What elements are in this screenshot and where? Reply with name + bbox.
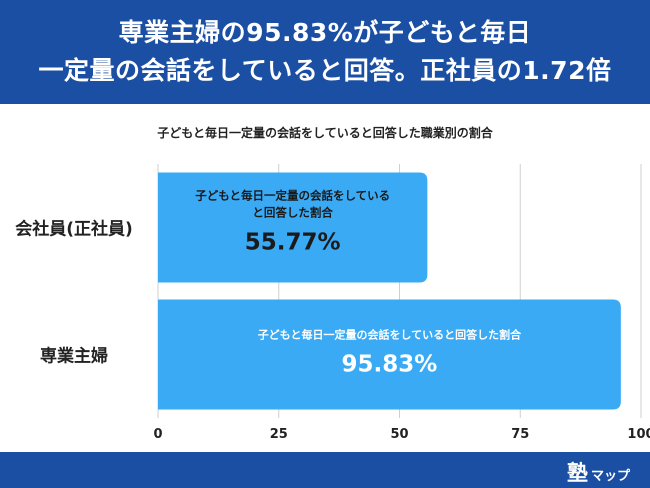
x-tick-label-25: 25 xyxy=(270,427,288,442)
bar-value-label: 55.77% xyxy=(245,230,341,256)
x-tick-label-100: 100 xyxy=(627,427,650,442)
bar-value-label: 95.83% xyxy=(342,352,438,378)
bar-chart: 0 25 50 75 100 会社員(正社員) 子どもと毎日一定量の会話をしていると回答した… xyxy=(15,164,650,442)
x-tick-label-0: 0 xyxy=(153,427,162,442)
brand-logo-main: 塾 xyxy=(566,461,588,485)
chart-title: 子どもと毎日一定量の会話をしていると回答した職業別の割合 xyxy=(157,126,493,140)
brand-logo-sub: マップ xyxy=(590,469,630,484)
bar-1 xyxy=(158,299,621,410)
header-banner: 専業主婦の95.83%が子どもと毎日 一定量の会話をしていると回答。正社員の1.… xyxy=(0,0,650,104)
x-tick-label-50: 50 xyxy=(390,427,408,442)
bar-caption: と回答した割合 xyxy=(252,206,333,220)
headline-line-1: 専業主婦の95.83%が子どもと毎日 xyxy=(118,18,532,47)
footer-bar: 塾マップ xyxy=(0,452,650,488)
headline-line-2: 一定量の会話をしていると回答。正社員の1.72倍 xyxy=(38,56,612,85)
bar-caption: 子どもと毎日一定量の会話をしていると回答した割合 xyxy=(258,328,522,342)
bar-0 xyxy=(158,172,428,283)
brand-logo: 塾マップ xyxy=(567,457,630,487)
category-label: 専業主婦 xyxy=(40,346,108,367)
bar-caption: 子どもと毎日一定量の会話をしている xyxy=(195,189,390,203)
x-tick-label-75: 75 xyxy=(511,427,529,442)
category-label: 会社員(正社員) xyxy=(15,219,133,240)
